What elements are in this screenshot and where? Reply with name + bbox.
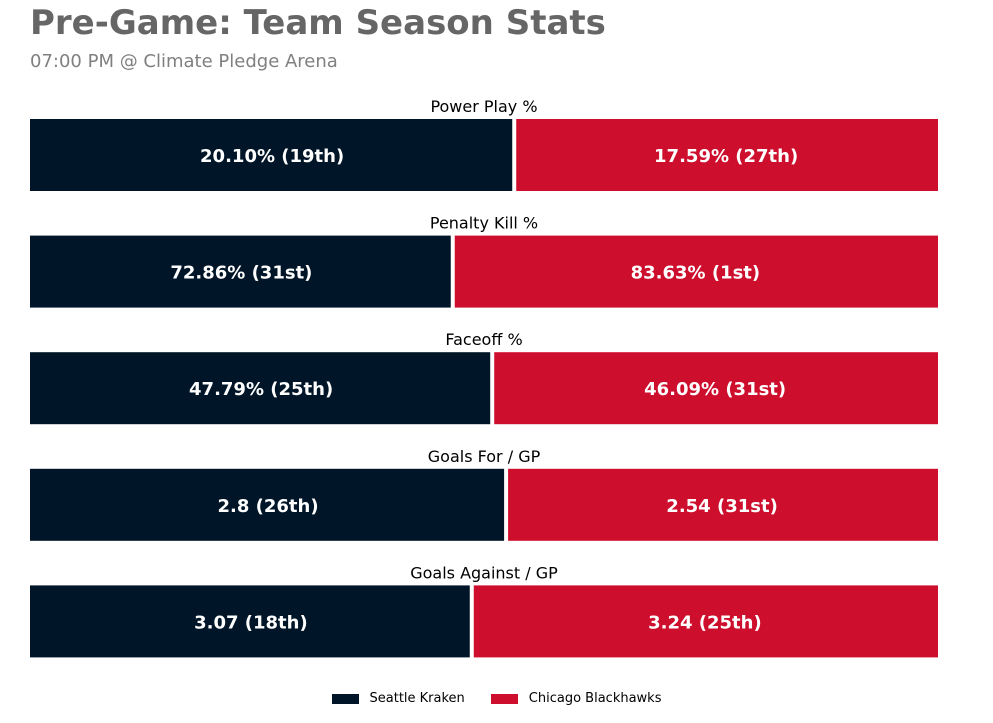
legend-swatch-away — [490, 693, 518, 704]
data-label-home: 72.86% (31st) — [170, 263, 312, 284]
category-label: Faceoff % — [445, 330, 522, 349]
data-label-away: 17.59% (27th) — [654, 146, 798, 167]
bar-home — [30, 585, 470, 658]
legend-label-away: Chicago Blackhawks — [528, 691, 662, 706]
data-label-away: 46.09% (31st) — [644, 379, 786, 400]
data-label-away: 3.24 (25th) — [648, 612, 762, 633]
data-label-home: 20.10% (19th) — [200, 146, 344, 167]
category-label: Power Play % — [430, 97, 537, 116]
data-label-away: 83.63% (1st) — [631, 263, 761, 284]
category-label: Penalty Kill % — [430, 214, 538, 233]
stats-chart: Power Play % 20.10% (19th) 17.59% (27th) Pe… — [30, 97, 938, 658]
data-label-away: 2.54 (31st) — [666, 496, 778, 517]
data-label-home: 47.79% (25th) — [189, 379, 333, 400]
legend-item-away: Chicago Blackhawks — [490, 691, 662, 706]
bar-away — [454, 235, 938, 308]
bar-home — [30, 352, 491, 425]
data-label-home: 3.07 (18th) — [194, 612, 308, 633]
bar-home — [30, 119, 513, 191]
bar-home — [30, 468, 505, 541]
page-subtitle: 07:00 PM @ Climate Pledge Arena — [30, 51, 338, 72]
page-title: Pre-Game: Team Season Stats — [30, 3, 606, 43]
bar-away — [508, 468, 938, 541]
category-label: Goals For / GP — [428, 447, 541, 466]
bar-home — [30, 235, 451, 308]
bar-away — [494, 352, 938, 425]
category-label: Goals Against / GP — [410, 563, 558, 582]
legend: Seattle Kraken Chicago Blackhawks — [0, 691, 993, 706]
legend-label-home: Seattle Kraken — [369, 691, 465, 706]
bar-away — [473, 585, 938, 658]
legend-swatch-home — [331, 693, 359, 704]
legend-item-home: Seattle Kraken — [331, 691, 465, 706]
data-label-home: 2.8 (26th) — [218, 496, 319, 517]
bar-away — [516, 119, 938, 191]
